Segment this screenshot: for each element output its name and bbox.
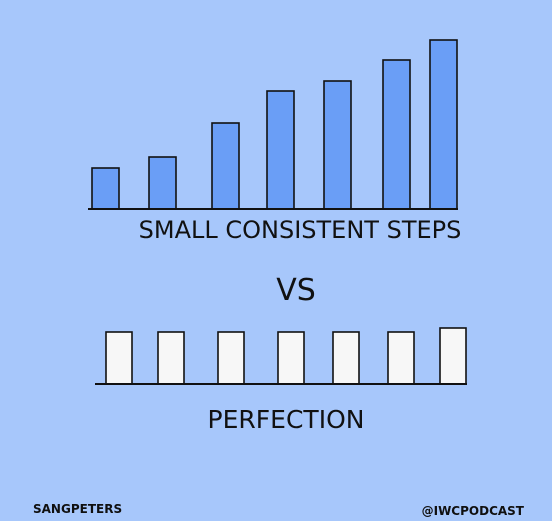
perfection-bar-1: [105, 331, 133, 385]
perfection-bar-3: [217, 331, 245, 385]
growth-bar-3: [211, 122, 240, 210]
perfection-bar-5: [332, 331, 360, 385]
growth-bar-1: [91, 167, 120, 210]
perfection-bar-6: [387, 331, 415, 385]
small-consistent-steps-label: SMALL CONSISTENT STEPS: [138, 216, 462, 244]
perfection-bar-2: [157, 331, 185, 385]
growth-bar-2: [148, 156, 177, 210]
perfection-bar-4: [277, 331, 305, 385]
vs-label: VS: [276, 273, 316, 308]
growth-bar-6: [382, 59, 411, 210]
growth-bar-4: [266, 90, 295, 210]
perfection-label: PERFECTION: [207, 405, 365, 434]
growth-bar-7: [429, 39, 458, 210]
left-credit: SANGPETERS: [33, 502, 123, 516]
perfection-bar-7: [439, 327, 467, 385]
right-credit: @IWCPODCAST: [421, 504, 524, 518]
growth-bar-5: [323, 80, 352, 210]
